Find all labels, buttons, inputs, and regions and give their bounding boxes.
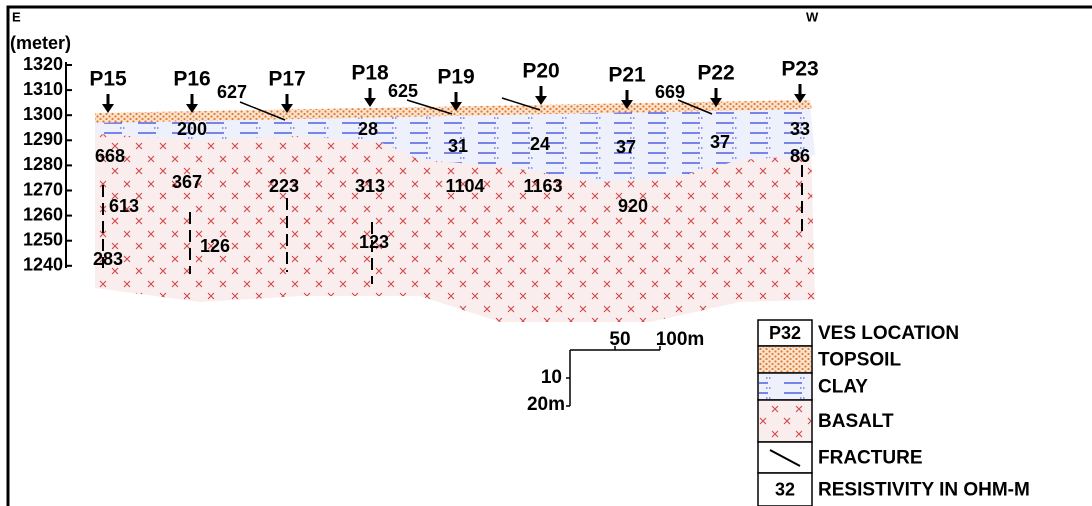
legend-label: TOPSOIL xyxy=(818,350,901,371)
resistivity-label: 920 xyxy=(618,196,648,216)
resistivity-label: 126 xyxy=(200,236,230,256)
resistivity-label: 367 xyxy=(172,172,202,192)
station-label: P21 xyxy=(608,64,646,87)
station-arrow-head xyxy=(535,96,547,105)
resistivity-label: 283 xyxy=(93,249,123,269)
scale-v-label: 20m xyxy=(527,394,565,415)
resistivity-label: 625 xyxy=(388,81,418,101)
legend-label: RESISTIVITY IN OHM-M xyxy=(818,480,1030,501)
west-label: W xyxy=(806,9,819,24)
legend-pattern xyxy=(759,374,811,399)
legend-label: VES LOCATION xyxy=(818,323,959,344)
resistivity-label: 1163 xyxy=(523,176,562,196)
resistivity-label: 313 xyxy=(355,176,385,196)
resistivity-label: 1104 xyxy=(445,176,484,196)
resistivity-label: 24 xyxy=(530,134,550,154)
resistivity-label: 31 xyxy=(448,136,468,156)
elevation-label: 1300 xyxy=(23,104,63,124)
legend-symbol: 32 xyxy=(775,479,795,499)
elevation-label: 1320 xyxy=(23,54,63,74)
legend-pattern xyxy=(759,401,811,441)
page: {"directions": {"east": "E", "west": "W"… xyxy=(0,0,1092,506)
station-label: P18 xyxy=(351,62,389,85)
scale-h-label: 50 xyxy=(609,329,630,350)
resistivity-label: 627 xyxy=(217,82,247,102)
station-arrow-head xyxy=(364,98,376,107)
resistivity-label: 86 xyxy=(790,146,810,166)
legend-label: BASALT xyxy=(818,411,894,432)
resistivity-label: 668 xyxy=(95,146,125,166)
station-label: P16 xyxy=(173,68,210,91)
station-label: P23 xyxy=(781,58,818,81)
station-label: P15 xyxy=(89,68,127,91)
legend-label: FRACTURE xyxy=(818,448,923,469)
resistivity-label: 200 xyxy=(177,119,207,139)
resistivity-label: 28 xyxy=(358,119,378,139)
elevation-label: 1310 xyxy=(23,79,63,99)
resistivity-label: 37 xyxy=(710,132,730,152)
elevation-label: 1290 xyxy=(23,129,63,149)
station-label: P17 xyxy=(268,68,305,91)
station-arrow-head xyxy=(102,104,114,113)
scale-h-label: 100m xyxy=(656,329,705,350)
east-label: E xyxy=(12,9,21,24)
scale-v-label: 10 xyxy=(541,367,562,388)
resistivity-label: 613 xyxy=(109,196,139,216)
resistivity-label: 223 xyxy=(269,176,299,196)
section-figure: E W (meter) 50 100m 10 20m 1320 1310 1300 1… xyxy=(0,0,1092,506)
resistivity-label: 37 xyxy=(616,137,636,157)
axis-unit: (meter) xyxy=(10,33,71,53)
resistivity-label: 123 xyxy=(359,232,389,252)
scale-bar xyxy=(566,346,660,406)
legend-label: CLAY xyxy=(818,377,868,398)
legend-symbol: P32 xyxy=(769,323,801,343)
elevation-label: 1270 xyxy=(23,179,63,199)
resistivity-label: 669 xyxy=(655,82,685,102)
resistivity-label: 33 xyxy=(790,119,810,139)
elevation-label: 1260 xyxy=(23,204,63,224)
elevation-label: 1250 xyxy=(23,229,63,249)
legend-pattern xyxy=(759,347,811,372)
elevation-label: 1240 xyxy=(23,255,63,275)
station-label: P20 xyxy=(522,60,559,83)
station-label: P19 xyxy=(437,66,474,89)
station-label: P22 xyxy=(697,62,734,85)
elevation-label: 1280 xyxy=(23,154,63,174)
